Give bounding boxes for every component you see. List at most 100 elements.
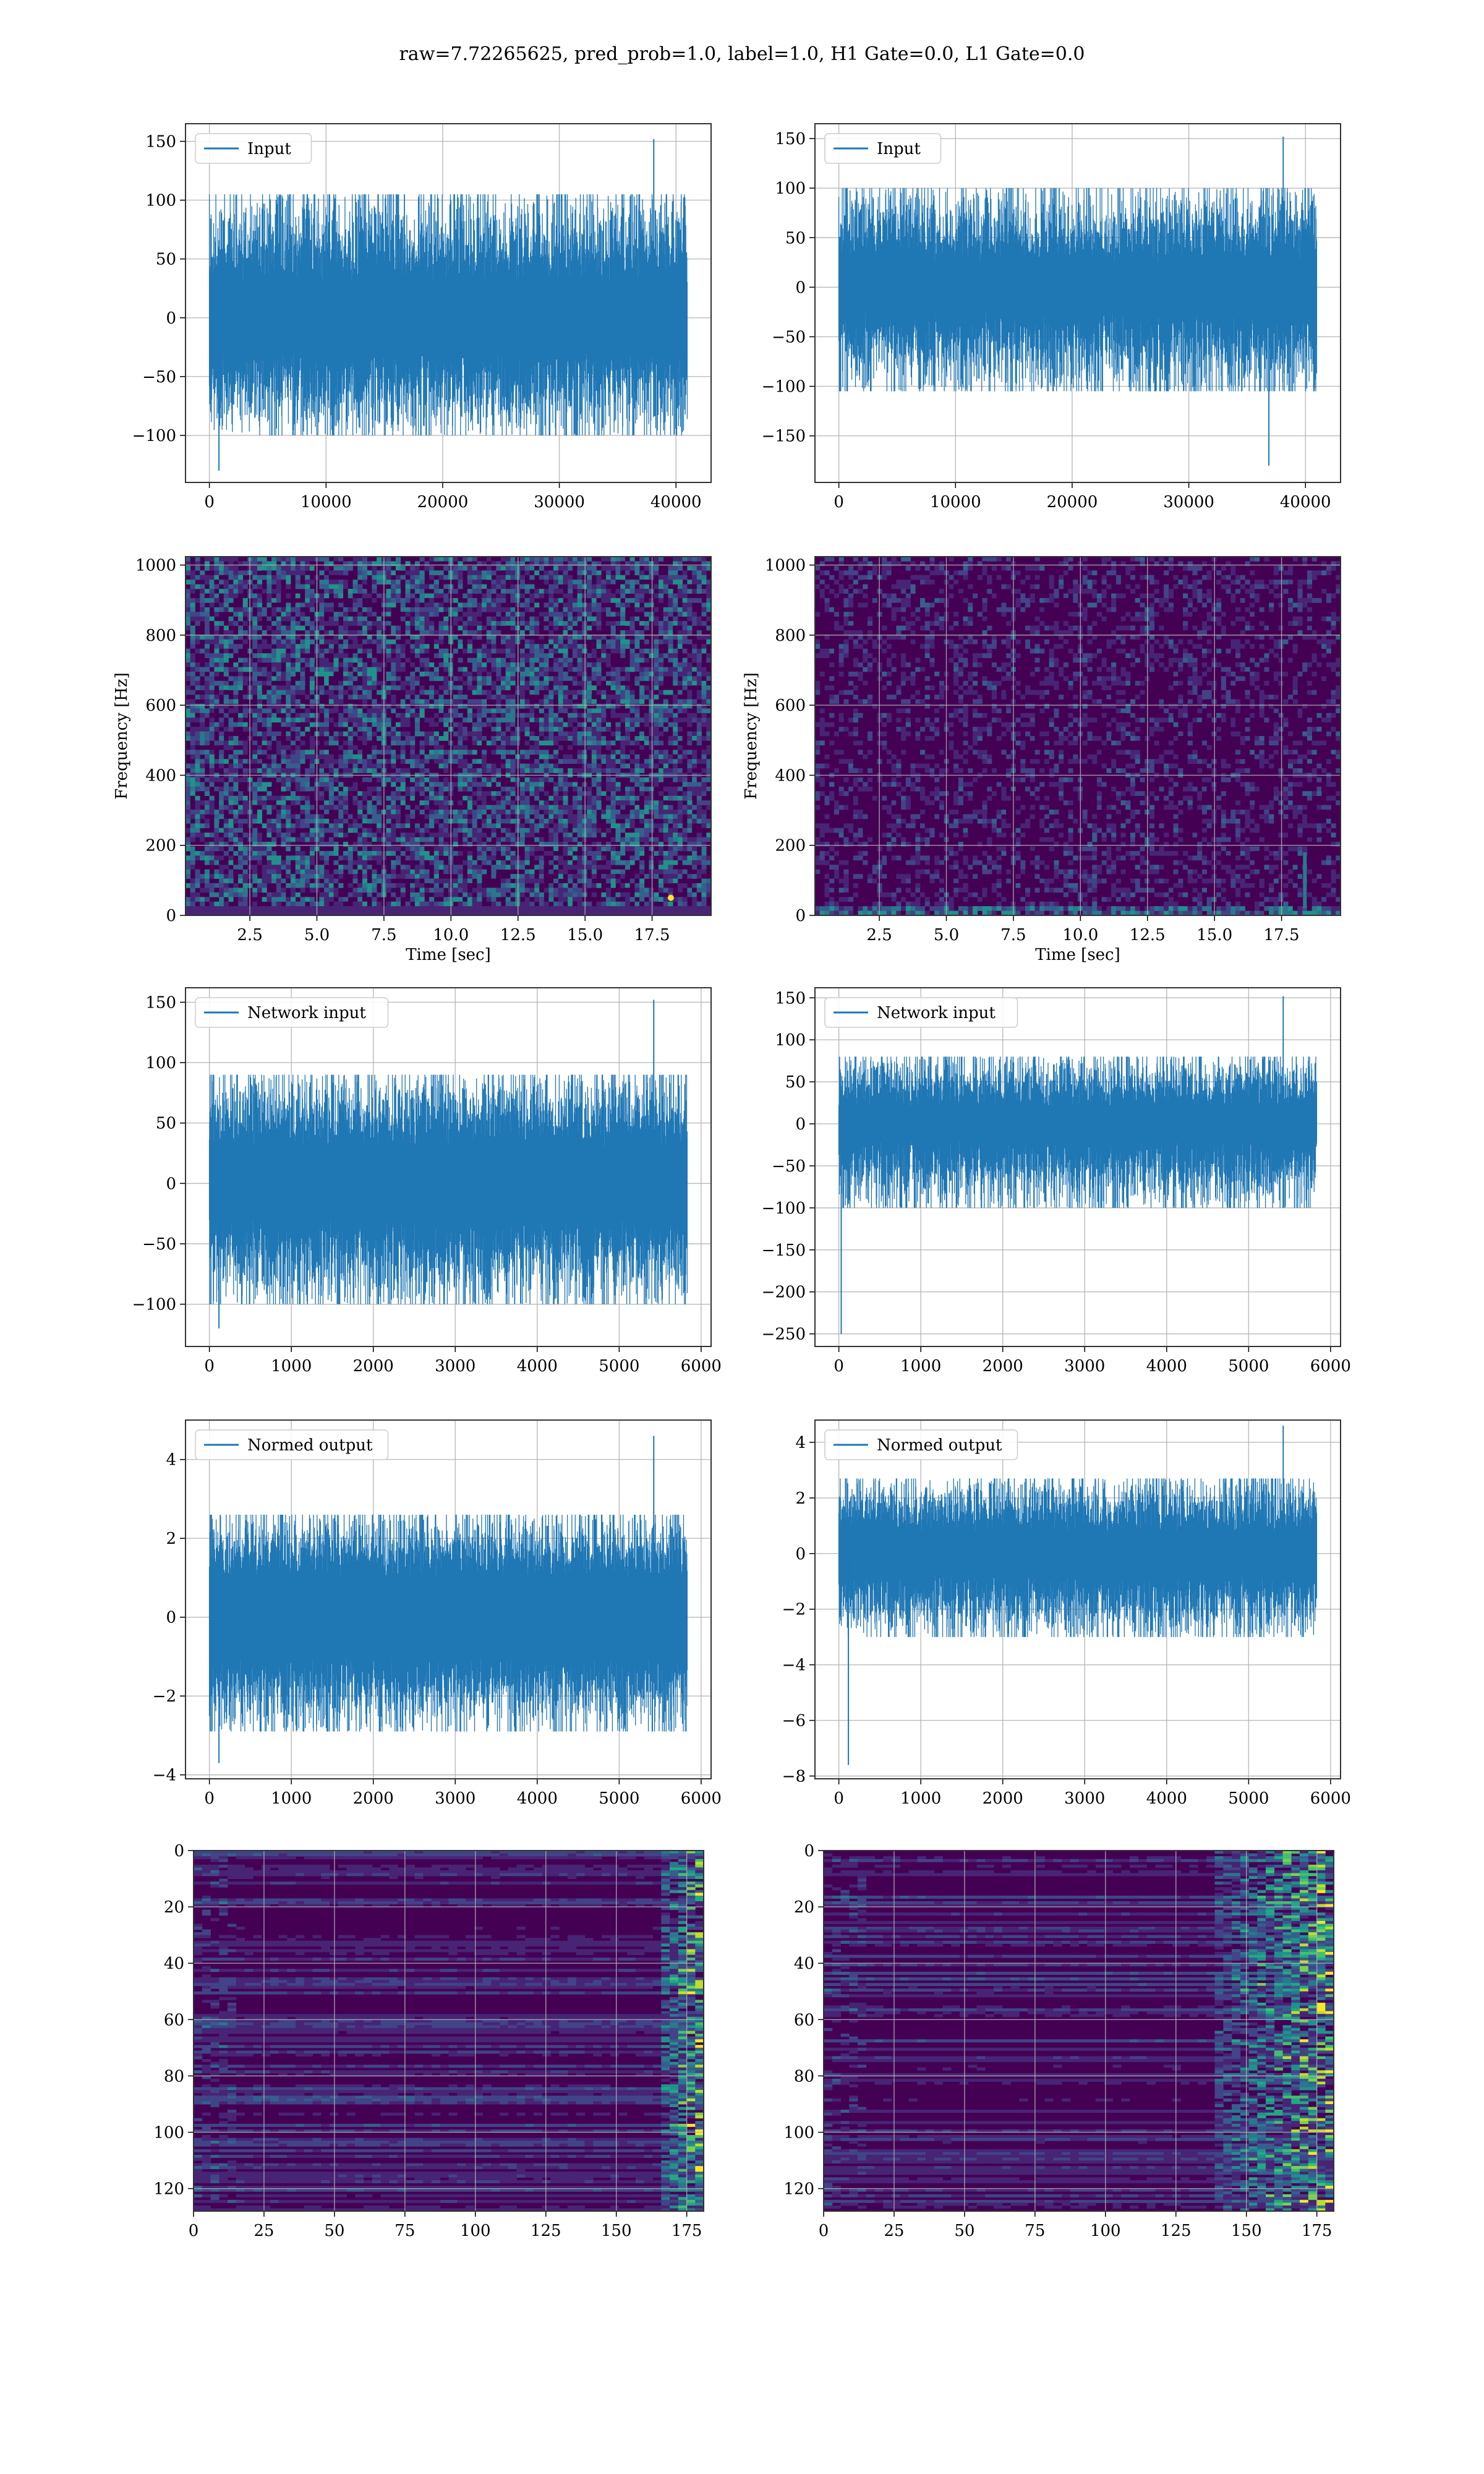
heatmap-cell	[544, 823, 549, 829]
heatmap-cell	[491, 823, 497, 829]
heatmap-cell	[429, 786, 435, 792]
heatmap-cell	[673, 607, 678, 612]
heatmap-cell	[228, 763, 234, 769]
heatmap-cell	[544, 763, 549, 769]
heatmap-cell	[620, 717, 626, 723]
heatmap-cell	[414, 699, 420, 704]
heatmap-cell	[377, 750, 382, 755]
heatmap-cell	[458, 639, 463, 644]
heatmap-cell	[620, 690, 626, 695]
heatmap-cell	[519, 625, 525, 631]
heatmap-cell	[233, 653, 239, 658]
heatmap-cell	[606, 740, 612, 746]
heatmap-cell	[529, 823, 535, 829]
heatmap-cell	[414, 777, 420, 782]
heatmap-cell	[357, 589, 363, 594]
heatmap-cell	[548, 612, 554, 617]
heatmap-cell	[477, 731, 482, 737]
heatmap-cell	[276, 653, 281, 658]
heatmap-cell	[286, 639, 291, 644]
heatmap-cell	[529, 680, 535, 686]
heatmap-cell	[544, 676, 549, 682]
heatmap-cell	[328, 795, 334, 801]
heatmap-cell	[620, 639, 626, 644]
heatmap-cell	[568, 667, 573, 672]
heatmap-cell	[257, 575, 262, 580]
heatmap-cell	[463, 763, 468, 769]
heatmap-cell	[267, 653, 272, 658]
heatmap-cell	[491, 657, 497, 663]
heatmap-cell	[582, 570, 587, 576]
heatmap-cell	[610, 597, 616, 603]
heatmap-cell	[257, 795, 262, 801]
heatmap-cell	[333, 621, 339, 626]
heatmap-cell	[377, 630, 382, 635]
heatmap-cell	[204, 639, 210, 644]
heatmap-cell	[591, 561, 597, 567]
heatmap-cell	[405, 754, 411, 760]
heatmap-cell	[377, 612, 382, 617]
heatmap-cell	[629, 818, 635, 824]
heatmap-cell	[477, 671, 482, 677]
heatmap-cell	[424, 671, 430, 677]
heatmap-cell	[701, 810, 707, 815]
heatmap-cell	[687, 717, 693, 723]
heatmap-cell	[410, 580, 416, 584]
heatmap-cell	[582, 671, 587, 677]
heatmap-cell	[553, 800, 559, 805]
heatmap-cell	[482, 699, 487, 704]
heatmap-cell	[372, 750, 377, 755]
heatmap-cell	[295, 763, 301, 769]
heatmap-cell	[438, 795, 444, 801]
heatmap-cell	[438, 717, 444, 723]
heatmap-cell	[453, 750, 458, 755]
heatmap-cell	[649, 575, 654, 580]
heatmap-cell	[677, 699, 683, 704]
heatmap-cell	[625, 823, 630, 829]
heatmap-cell	[338, 644, 344, 649]
heatmap-cell	[568, 657, 573, 663]
heatmap-cell	[300, 818, 305, 824]
heatmap-cell	[629, 580, 635, 584]
heatmap-cell	[505, 795, 511, 801]
heatmap-cell	[463, 648, 468, 654]
heatmap-cell	[673, 602, 678, 608]
heatmap-cell	[443, 644, 449, 649]
heatmap-cell	[477, 630, 482, 635]
heatmap-cell	[190, 795, 195, 801]
heatmap-cell	[276, 644, 281, 649]
heatmap-cell	[267, 818, 272, 824]
heatmap-cell	[491, 791, 497, 796]
heatmap-cell	[200, 616, 205, 622]
heatmap-cell	[673, 635, 678, 640]
heatmap-cell	[553, 754, 559, 760]
heatmap-cell	[204, 727, 210, 732]
heatmap-cell	[501, 805, 506, 810]
heatmap-cell	[276, 662, 281, 667]
heatmap-cell	[286, 717, 291, 723]
heatmap-cell	[529, 745, 535, 750]
heatmap-cell	[673, 754, 678, 760]
heatmap-cell	[582, 763, 587, 769]
heatmap-cell	[659, 814, 664, 820]
heatmap-cell	[352, 630, 358, 635]
heatmap-cell	[276, 833, 281, 837]
heatmap-cell	[458, 782, 463, 787]
heatmap-cell	[587, 786, 592, 792]
heatmap-cell	[252, 791, 258, 796]
heatmap-cell	[348, 745, 353, 750]
heatmap-cell	[352, 589, 358, 594]
heatmap-cell	[519, 805, 525, 810]
heatmap-cell	[186, 800, 191, 805]
heatmap-cell	[377, 818, 382, 824]
heatmap-cell	[558, 621, 563, 626]
heatmap-cell	[438, 754, 444, 760]
heatmap-cell	[200, 786, 205, 792]
heatmap-cell	[190, 690, 195, 695]
heatmap-cell	[186, 662, 191, 667]
heatmap-cell	[472, 736, 477, 741]
heatmap-cell	[429, 740, 435, 746]
heatmap-cell	[568, 814, 573, 820]
heatmap-cell	[458, 667, 463, 672]
heatmap-cell	[654, 667, 659, 672]
